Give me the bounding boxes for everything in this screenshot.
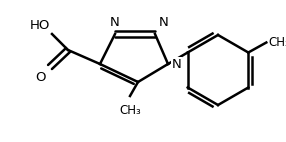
Text: HO: HO (30, 19, 50, 32)
Text: CH₃: CH₃ (268, 36, 286, 49)
Text: N: N (110, 16, 120, 29)
Text: N: N (172, 58, 182, 70)
Text: N: N (159, 16, 169, 29)
Text: O: O (35, 71, 46, 84)
Text: CH₃: CH₃ (119, 104, 141, 117)
